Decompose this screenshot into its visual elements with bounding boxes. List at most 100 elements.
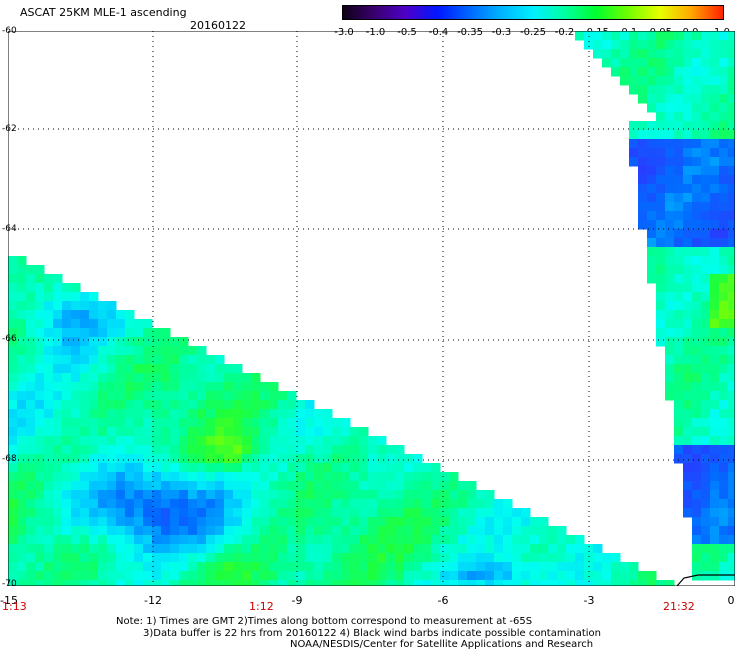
swath-cell <box>62 472 72 482</box>
swath-cell <box>350 508 360 518</box>
swath-cell <box>557 571 567 581</box>
swath-cell <box>260 382 270 392</box>
swath-cell <box>692 166 702 176</box>
swath-cell <box>395 571 405 581</box>
swath-cell <box>71 517 81 527</box>
swath-cell <box>503 553 513 563</box>
swath-cell <box>611 562 621 572</box>
swath-cell <box>143 553 153 563</box>
swath-cell <box>620 580 630 586</box>
swath-cell <box>674 175 684 185</box>
swath-cell <box>332 499 342 509</box>
swath-cell <box>179 463 189 473</box>
swath-cell <box>665 211 675 221</box>
swath-cell <box>656 139 666 149</box>
swath-cell <box>260 454 270 464</box>
swath-cell <box>692 292 702 302</box>
swath-cell <box>476 571 486 581</box>
swath-cell <box>143 436 153 446</box>
swath-cell <box>710 31 720 41</box>
swath-cell <box>80 454 90 464</box>
swath-cell <box>278 400 288 410</box>
swath-cell <box>287 463 297 473</box>
swath-cell <box>710 211 720 221</box>
swath-cell <box>125 580 135 586</box>
swath-cell <box>440 553 450 563</box>
swath-cell <box>503 517 513 527</box>
swath-cell <box>656 247 666 257</box>
swath-cell <box>134 355 144 365</box>
swath-cell <box>134 463 144 473</box>
swath-cell <box>512 526 522 536</box>
swath-cell <box>287 418 297 428</box>
swath-cell <box>683 40 693 50</box>
swath-cell <box>728 103 735 113</box>
swath-cell <box>674 238 684 248</box>
swath-cell <box>395 481 405 491</box>
swath-cell <box>206 391 216 401</box>
swath-cell <box>215 535 225 545</box>
swath-cell <box>188 382 198 392</box>
swath-cell <box>206 409 216 419</box>
swath-cell <box>485 499 495 509</box>
swath-cell <box>278 562 288 572</box>
swath-cell <box>233 364 243 374</box>
swath-cell <box>611 40 621 50</box>
swath-cell <box>710 229 720 239</box>
swath-cell <box>539 517 549 527</box>
swath-cell <box>26 274 36 284</box>
swath-cell <box>107 400 117 410</box>
swath-cell <box>179 481 189 491</box>
swath-cell <box>107 571 117 581</box>
swath-cell <box>494 517 504 527</box>
swath-cell <box>89 373 99 383</box>
colorbar-tick-label: -0.4 <box>428 27 449 38</box>
swath-cell <box>161 562 171 572</box>
swath-cell <box>161 382 171 392</box>
swath-cell <box>98 535 108 545</box>
swath-cell <box>89 571 99 581</box>
swath-cell <box>710 364 720 374</box>
swath-cell <box>656 292 666 302</box>
swath-cell <box>701 139 711 149</box>
swath-cell <box>665 103 675 113</box>
swath-cell <box>143 355 153 365</box>
swath-cell <box>251 400 261 410</box>
swath-cell <box>404 499 414 509</box>
swath-cell <box>188 472 198 482</box>
swath-cell <box>224 463 234 473</box>
swath-cell <box>476 490 486 500</box>
swath-cell <box>89 346 99 356</box>
swath-cell <box>692 67 702 77</box>
swath-cell <box>143 391 153 401</box>
swath-cell <box>593 49 603 59</box>
swath-cell <box>197 526 207 536</box>
swath-cell <box>683 103 693 113</box>
swath-cell <box>728 526 735 536</box>
swath-cell <box>674 256 684 266</box>
swath-cell <box>692 508 702 518</box>
swath-cell <box>359 436 369 446</box>
swath-cell <box>35 283 45 293</box>
swath-cell <box>638 571 648 581</box>
swath-cell <box>242 580 252 586</box>
swath-cell <box>251 553 261 563</box>
swath-cell <box>8 580 18 586</box>
swath-cell <box>458 481 468 491</box>
swath-cell <box>449 544 459 554</box>
swath-cell <box>377 490 387 500</box>
swath-cell <box>656 40 666 50</box>
swath-cell <box>656 328 666 338</box>
swath-cell <box>719 544 729 554</box>
colorbar-tick-label: -0.3 <box>491 27 512 38</box>
swath-cell <box>683 301 693 311</box>
swath-cell <box>449 535 459 545</box>
swath-cell <box>53 427 63 437</box>
swath-cell <box>674 220 684 230</box>
swath-cell <box>701 562 711 572</box>
swath-cell <box>692 58 702 68</box>
swath-cell <box>224 571 234 581</box>
swath-cell <box>17 319 27 329</box>
swath-cell <box>620 562 630 572</box>
swath-cell <box>233 418 243 428</box>
